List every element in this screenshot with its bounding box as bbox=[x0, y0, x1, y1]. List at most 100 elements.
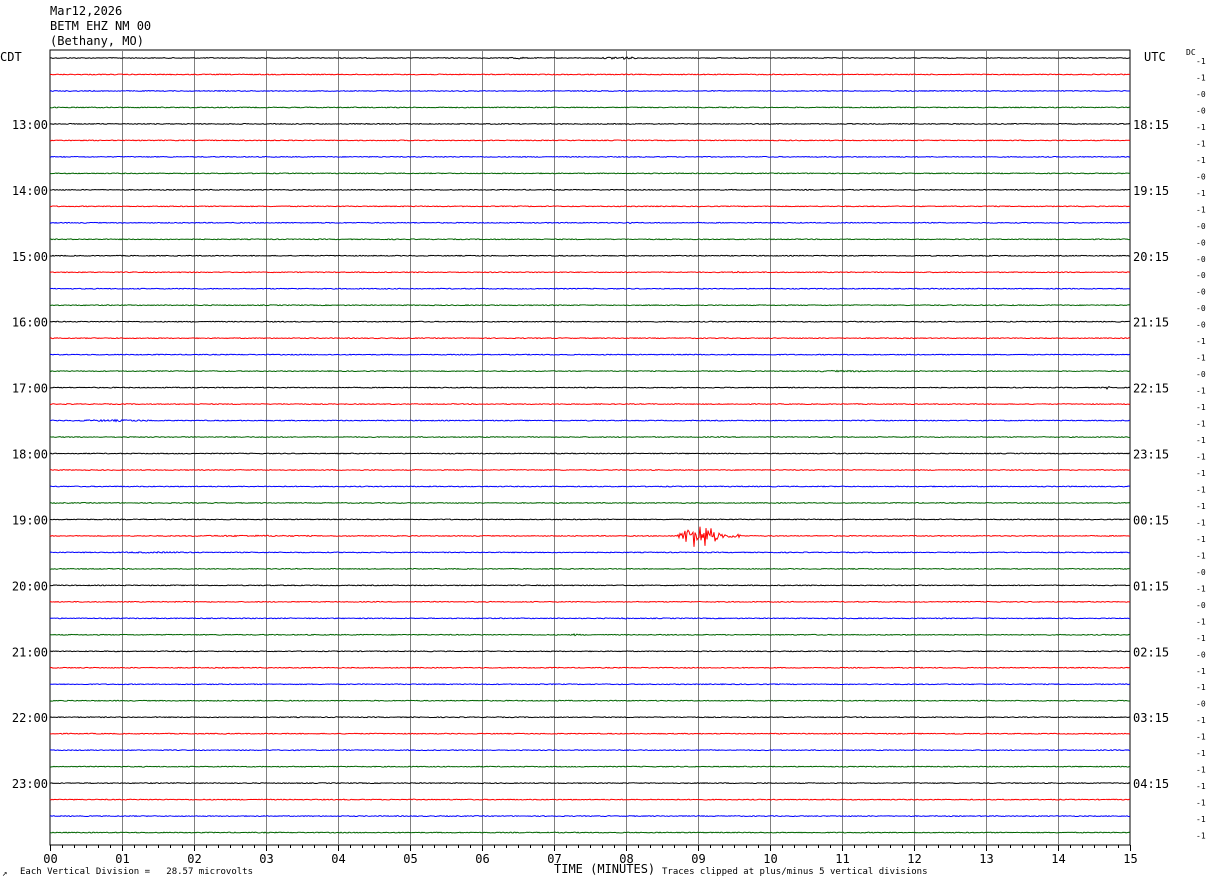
dc-offset-label: -0 bbox=[1196, 255, 1206, 264]
header-date: Mar12,2026 bbox=[50, 4, 123, 18]
right-hour-label: 03:15 bbox=[1133, 711, 1169, 725]
dc-offset-label: -1 bbox=[1196, 766, 1206, 775]
dc-offset-label: -0 bbox=[1196, 222, 1206, 231]
x-tick-label: 09 bbox=[691, 852, 705, 866]
left-hour-label: 13:00 bbox=[12, 118, 48, 132]
x-tick-label: 00 bbox=[43, 852, 57, 866]
trace-line bbox=[49, 765, 1131, 768]
dc-offset-label: -1 bbox=[1196, 469, 1206, 478]
trace-line bbox=[49, 584, 1131, 587]
dc-offset-label: -0 bbox=[1196, 700, 1206, 709]
left-hour-label: 19:00 bbox=[12, 513, 48, 527]
dc-offset-label: -1 bbox=[1196, 189, 1206, 198]
dc-offset-label: -0 bbox=[1196, 370, 1206, 379]
trace-line bbox=[49, 782, 1131, 785]
trace-line bbox=[49, 518, 1131, 521]
trace-line bbox=[49, 798, 1131, 801]
trace-line bbox=[49, 485, 1131, 488]
plot-frame bbox=[49, 49, 1131, 846]
x-tick-label: 05 bbox=[403, 852, 417, 866]
left-hour-label: 18:00 bbox=[12, 448, 48, 462]
right-hour-label: 23:15 bbox=[1133, 448, 1169, 462]
right-timezone-label: UTC bbox=[1144, 50, 1166, 64]
trace-line bbox=[49, 600, 1131, 603]
dc-offset-label: -0 bbox=[1196, 304, 1206, 313]
dc-offset-label: -1 bbox=[1196, 453, 1206, 462]
x-tick-label: 11 bbox=[835, 852, 849, 866]
trace-line bbox=[49, 699, 1131, 702]
dc-offset-label: -1 bbox=[1196, 337, 1206, 346]
trace-line bbox=[49, 369, 1131, 373]
left-hour-label: 23:00 bbox=[12, 777, 48, 791]
right-hour-label: 00:15 bbox=[1133, 513, 1169, 527]
axis-labels: 00 01 02 03 04 05 06 07 08 09 10 11 12 13 14 15 -1 -1 -0 -0… bbox=[12, 57, 1206, 866]
right-hour-label: 20:15 bbox=[1133, 250, 1169, 264]
trace-line bbox=[49, 254, 1131, 257]
trace-line bbox=[49, 337, 1131, 340]
dc-offset-label: -1 bbox=[1196, 584, 1206, 593]
x-tick-label: 14 bbox=[1051, 852, 1065, 866]
dc-offset-label: -0 bbox=[1196, 288, 1206, 297]
trace-line bbox=[49, 188, 1130, 191]
x-tick-label: 08 bbox=[619, 852, 633, 866]
trace-line bbox=[49, 732, 1131, 735]
dc-offset-label: -1 bbox=[1196, 832, 1206, 841]
left-hour-label: 21:00 bbox=[12, 645, 48, 659]
trace-line bbox=[49, 353, 1131, 356]
trace-line bbox=[49, 567, 1131, 570]
right-hour-label: 01:15 bbox=[1133, 579, 1169, 593]
right-hour-label: 19:15 bbox=[1133, 184, 1169, 198]
left-hour-label: 17:00 bbox=[12, 382, 48, 396]
dc-offset-label: -1 bbox=[1196, 535, 1206, 544]
dc-offset-label: -1 bbox=[1196, 387, 1206, 396]
x-tick-label: 03 bbox=[259, 852, 273, 866]
dc-offset-label: -1 bbox=[1196, 139, 1206, 148]
dc-offset-label: -0 bbox=[1196, 601, 1206, 610]
dc-column-label: DC bbox=[1186, 48, 1196, 57]
dc-offset-label: -1 bbox=[1196, 683, 1206, 692]
dc-offset-label: -0 bbox=[1196, 238, 1206, 247]
trace-line bbox=[49, 122, 1131, 125]
trace-line bbox=[49, 304, 1131, 307]
dc-offset-label: -0 bbox=[1196, 650, 1206, 659]
corner-mark: ↗ bbox=[2, 869, 8, 879]
dc-offset-label: -1 bbox=[1196, 733, 1206, 742]
dc-offset-label: -0 bbox=[1196, 321, 1206, 330]
dc-offset-label: -1 bbox=[1196, 436, 1206, 445]
dc-offset-label: -1 bbox=[1196, 403, 1206, 412]
left-hour-label: 15:00 bbox=[12, 250, 48, 264]
header-location: (Bethany, MO) bbox=[50, 34, 144, 48]
header-station: BETM EHZ NM 00 bbox=[50, 19, 152, 33]
time-grid bbox=[49, 49, 1131, 851]
trace-line bbox=[49, 551, 1131, 554]
dc-offset-label: -0 bbox=[1196, 90, 1206, 99]
dc-offset-label: -1 bbox=[1196, 634, 1206, 643]
x-tick-label: 10 bbox=[763, 852, 777, 866]
trace-line bbox=[49, 73, 1131, 76]
x-tick-label: 01 bbox=[115, 852, 129, 866]
trace-line bbox=[49, 831, 1131, 834]
trace-line bbox=[49, 683, 1131, 686]
dc-offset-label: -1 bbox=[1196, 551, 1206, 560]
trace-line bbox=[49, 633, 1131, 637]
x-tick-label: 07 bbox=[547, 852, 561, 866]
trace-line bbox=[49, 526, 1131, 547]
x-tick-label: 13 bbox=[979, 852, 993, 866]
trace-line bbox=[49, 666, 1131, 669]
x-tick-label: 06 bbox=[475, 852, 489, 866]
x-axis-title: TIME (MINUTES) bbox=[554, 862, 656, 876]
trace-line bbox=[49, 172, 1131, 175]
dc-offset-label: -1 bbox=[1196, 502, 1206, 511]
trace-line bbox=[49, 270, 1131, 274]
trace-line bbox=[49, 238, 1131, 241]
trace-line bbox=[49, 418, 1131, 423]
trace-line bbox=[49, 468, 1131, 472]
dc-offset-label: -1 bbox=[1196, 617, 1206, 626]
trace-line bbox=[49, 386, 1131, 390]
left-timezone-label: CDT bbox=[0, 50, 22, 64]
trace-line bbox=[49, 56, 1131, 60]
dc-offset-label: -1 bbox=[1196, 782, 1206, 791]
left-hour-label: 16:00 bbox=[12, 316, 48, 330]
dc-offset-label: -1 bbox=[1196, 485, 1206, 494]
